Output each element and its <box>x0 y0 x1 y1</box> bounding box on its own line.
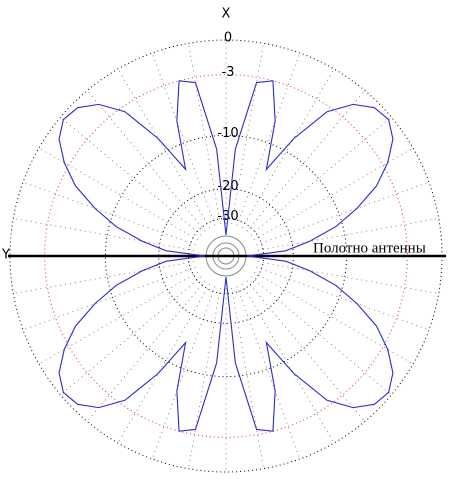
radial-grid-line <box>38 147 199 241</box>
radial-grid-line <box>250 276 392 396</box>
r-tick-label: 0 <box>224 31 232 46</box>
radial-grid-line <box>60 276 202 396</box>
radial-grid-line <box>13 261 195 294</box>
radial-grid-line <box>151 286 216 460</box>
r-tick-label: -20 <box>217 179 238 194</box>
radial-grid-line <box>151 52 216 226</box>
radial-grid-line <box>188 43 221 225</box>
pattern-line <box>58 80 394 432</box>
radial-grid-line <box>117 68 211 229</box>
radial-grid-line <box>231 287 264 469</box>
radial-grid-line <box>256 266 430 331</box>
radial-grid-line <box>22 181 196 246</box>
radial-grid-line <box>256 181 430 246</box>
radial-grid-line <box>241 68 335 229</box>
radial-grid-line <box>22 266 196 331</box>
radial-grid-line <box>13 218 195 251</box>
radial-grid-line <box>236 286 301 460</box>
radial-grid-line <box>60 116 202 236</box>
y-axis-label: Y <box>1 248 10 263</box>
radial-grid-line <box>246 280 366 422</box>
radial-grid-line <box>231 43 264 225</box>
r-tick-label: -10 <box>217 126 238 141</box>
radial-grid-line <box>246 90 366 232</box>
x-axis-label: X <box>222 7 231 22</box>
radial-grid-line <box>253 271 414 365</box>
radial-grid-line <box>236 52 301 226</box>
grid-circle <box>44 74 408 438</box>
radial-grid-line <box>188 287 221 469</box>
radial-grid-line <box>117 283 211 444</box>
radial-grid-line <box>253 147 414 241</box>
radial-grid-line <box>86 280 206 422</box>
radial-grid-line <box>241 283 335 444</box>
radial-grid-line <box>38 271 199 365</box>
radial-grid-line <box>257 261 439 294</box>
radial-grid-line <box>257 218 439 251</box>
annotation: Полотно антенны <box>313 240 426 256</box>
r-tick-label: -3 <box>222 65 235 80</box>
radial-grid-line <box>86 90 206 232</box>
radial-grid-line <box>250 116 392 236</box>
